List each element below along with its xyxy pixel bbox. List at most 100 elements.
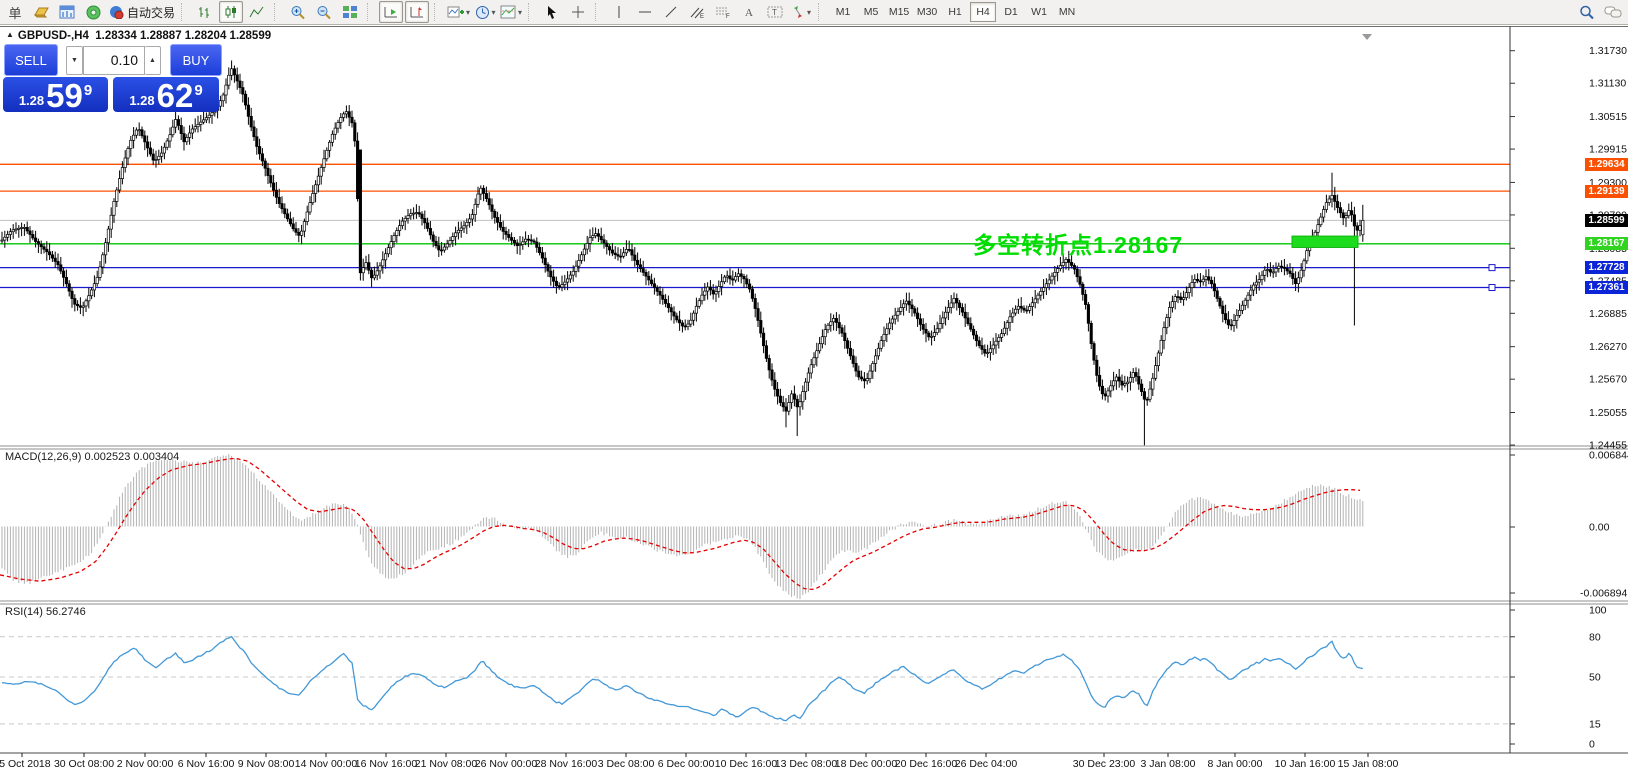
cursor-icon[interactable] xyxy=(540,1,564,23)
volume-up-button[interactable]: ▲ xyxy=(145,45,161,75)
timeframe-m5[interactable]: M5 xyxy=(863,6,879,18)
svg-text:21 Nov 08:00: 21 Nov 08:00 xyxy=(415,758,478,770)
chart-window-icon[interactable] xyxy=(55,1,79,23)
svg-text:20 Dec 16:00: 20 Dec 16:00 xyxy=(895,758,958,770)
fibonacci-icon[interactable]: F xyxy=(711,1,735,23)
macd-indicator-label: MACD(12,26,9) 0.002523 0.003404 xyxy=(5,451,180,463)
svg-text:0.006844: 0.006844 xyxy=(1589,450,1628,462)
svg-text:0.00: 0.00 xyxy=(1589,522,1610,534)
text-label-icon[interactable]: T xyxy=(763,1,787,23)
price-level-badge: 1.27728 xyxy=(1585,261,1628,275)
price-level-badge: 1.27361 xyxy=(1585,281,1628,294)
scroll-end-marker-icon[interactable] xyxy=(1362,34,1372,40)
bars-chart-icon[interactable] xyxy=(193,1,217,23)
one-click-trading-panel: SELL ▼ ▲ BUY 1.28 59 9 1.28 62 9 xyxy=(2,44,222,112)
macd-pane[interactable] xyxy=(0,453,1364,599)
zoom-out-icon[interactable] xyxy=(312,1,336,23)
chart-shift-icon[interactable] xyxy=(405,1,430,23)
volume-down-button[interactable]: ▼ xyxy=(66,45,83,75)
auto-scroll-icon[interactable] xyxy=(379,1,404,23)
svg-text:1.25055: 1.25055 xyxy=(1589,407,1627,419)
svg-text:8 Jan 00:00: 8 Jan 00:00 xyxy=(1208,758,1263,770)
sell-price-big: 59 xyxy=(46,77,83,114)
svg-text:100: 100 xyxy=(1589,605,1607,617)
sell-price-panel[interactable]: 1.28 59 9 xyxy=(3,77,108,112)
tile-windows-icon[interactable] xyxy=(338,1,362,23)
chart-window: 1.317301.311301.305151.299151.293001.287… xyxy=(0,26,1628,772)
rsi-indicator-label: RSI(14) 56.2746 xyxy=(5,606,86,618)
channel-icon[interactable]: E xyxy=(685,1,709,23)
svg-text:14 Nov 00:00: 14 Nov 00:00 xyxy=(295,758,358,770)
buy-button[interactable]: BUY xyxy=(170,44,222,76)
dropdown-caret-icon[interactable]: ▾ xyxy=(518,7,523,17)
timeframe-m15[interactable]: M15 xyxy=(888,6,910,18)
new-order-icon[interactable] xyxy=(29,1,53,23)
periods-icon[interactable]: ▾ xyxy=(473,1,497,23)
svg-text:-0.006894: -0.006894 xyxy=(1580,588,1627,600)
chart-title: ▲ GBPUSD-,H4 1.28334 1.28887 1.28204 1.28… xyxy=(6,30,271,42)
trendline-icon[interactable] xyxy=(659,1,683,23)
signal-orb-icon[interactable] xyxy=(81,1,105,23)
timeframe-w1[interactable]: W1 xyxy=(1031,6,1047,18)
crosshair-icon[interactable] xyxy=(566,1,590,23)
timeframe-mn[interactable]: MN xyxy=(1058,6,1076,18)
timeframe-m30[interactable]: M30 xyxy=(916,6,938,18)
svg-text:50: 50 xyxy=(1589,672,1601,684)
chart-canvas[interactable]: 1.317301.311301.305151.299151.293001.287… xyxy=(0,26,1628,772)
svg-text:6 Dec 00:00: 6 Dec 00:00 xyxy=(658,758,715,770)
collapse-panel-icon[interactable]: ▲ xyxy=(6,30,14,39)
svg-text:6 Nov 16:00: 6 Nov 16:00 xyxy=(178,758,235,770)
buy-price-big: 62 xyxy=(156,77,194,114)
dropdown-caret-icon[interactable]: ▾ xyxy=(466,7,471,17)
line-chart-icon[interactable] xyxy=(245,1,269,23)
toolbar-separator xyxy=(595,3,603,21)
svg-text:13 Dec 08:00: 13 Dec 08:00 xyxy=(775,758,838,770)
macd-signal-line xyxy=(0,457,1361,591)
volume-input[interactable] xyxy=(83,45,145,75)
svg-text:1.30515: 1.30515 xyxy=(1589,111,1627,123)
svg-text:1.26270: 1.26270 xyxy=(1589,341,1627,353)
dropdown-caret-icon[interactable]: ▾ xyxy=(807,7,812,17)
pivot-annotation-text[interactable]: 多空转折点1.28167 xyxy=(973,232,1184,258)
svg-text:2 Nov 00:00: 2 Nov 00:00 xyxy=(117,758,174,770)
toolbar-separator xyxy=(434,3,442,21)
line-handle[interactable] xyxy=(1488,264,1496,272)
order-button-partial[interactable]: 单 xyxy=(8,5,22,21)
timeframe-h4[interactable]: H4 xyxy=(970,2,997,22)
price-pane[interactable] xyxy=(0,60,1510,446)
indicators-icon[interactable]: ▾ xyxy=(446,1,471,23)
rsi-pane[interactable] xyxy=(0,635,1510,725)
svg-text:0: 0 xyxy=(1589,739,1595,751)
arrows-icon[interactable]: ▾ xyxy=(789,1,813,23)
autotrade-button[interactable]: 自动交易 xyxy=(107,1,176,23)
zoom-in-icon[interactable] xyxy=(286,1,310,23)
toolbar-separator xyxy=(818,3,826,21)
current-price-badge: 1.28599 xyxy=(1585,213,1628,227)
search-icon[interactable] xyxy=(1575,1,1599,23)
timeframe-m1[interactable]: M1 xyxy=(835,6,851,18)
dropdown-caret-icon[interactable]: ▾ xyxy=(491,7,496,17)
candles-chart-icon[interactable] xyxy=(219,1,244,23)
vline-icon[interactable] xyxy=(607,1,631,23)
svg-text:1.25670: 1.25670 xyxy=(1589,374,1627,386)
ohlc-values: 1.28334 1.28887 1.28204 1.28599 xyxy=(95,30,272,42)
sell-price-sup: 9 xyxy=(83,82,93,99)
timeframe-h1[interactable]: H1 xyxy=(948,6,962,18)
hline-icon[interactable] xyxy=(633,1,657,23)
svg-text:26 Dec 04:00: 26 Dec 04:00 xyxy=(955,758,1018,770)
sell-price-prefix: 1.28 xyxy=(18,93,45,108)
line-handle[interactable] xyxy=(1488,284,1496,292)
sell-button[interactable]: SELL xyxy=(4,44,58,76)
price-level-badge: 1.28167 xyxy=(1585,237,1628,251)
buy-price-panel[interactable]: 1.28 62 9 xyxy=(113,77,219,112)
toolbar-separator xyxy=(528,3,536,21)
svg-text:E: E xyxy=(700,14,704,19)
svg-text:30 Dec 23:00: 30 Dec 23:00 xyxy=(1073,758,1136,770)
templates-icon[interactable]: ▾ xyxy=(499,1,523,23)
chat-icon[interactable] xyxy=(1601,1,1625,23)
timeframe-d1[interactable]: D1 xyxy=(1004,6,1018,18)
svg-text:F: F xyxy=(726,14,730,19)
green-supply-box[interactable] xyxy=(1291,235,1359,248)
text-icon[interactable]: A xyxy=(737,1,761,23)
